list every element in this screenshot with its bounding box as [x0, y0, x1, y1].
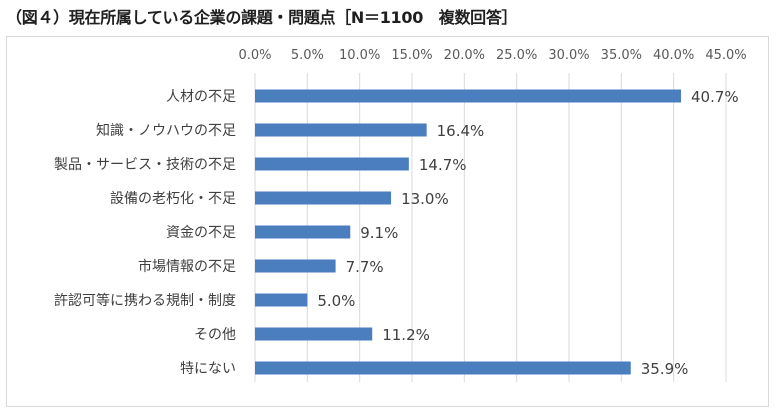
x-tick-label: 0.0% — [238, 48, 271, 63]
bar — [255, 157, 409, 171]
category-label: 設備の老朽化・不足 — [110, 191, 236, 207]
x-tick-label: 20.0% — [444, 48, 485, 63]
category-label: 許認可等に携わる規制・制度 — [54, 292, 236, 309]
x-tick-label: 45.0% — [705, 48, 746, 63]
x-tick-label: 30.0% — [548, 48, 589, 63]
category-label: 人材の不足 — [166, 89, 236, 105]
data-label: 13.0% — [401, 190, 449, 208]
bar — [255, 123, 427, 137]
bar — [255, 293, 308, 307]
x-tick-label: 40.0% — [653, 48, 694, 63]
x-tick-label: 10.0% — [339, 48, 380, 63]
x-tick-label: 25.0% — [496, 48, 537, 63]
bar — [255, 191, 392, 205]
data-label: 7.7% — [346, 258, 384, 276]
category-label: その他 — [194, 327, 236, 343]
data-label: 35.9% — [641, 360, 689, 378]
data-label: 11.2% — [382, 326, 430, 344]
category-label: 特にない — [180, 361, 236, 377]
bar — [255, 327, 373, 341]
data-label: 9.1% — [360, 224, 398, 242]
data-label: 16.4% — [437, 122, 485, 140]
x-tick-label: 5.0% — [291, 48, 324, 63]
x-tick-label: 35.0% — [601, 48, 642, 63]
data-label: 40.7% — [691, 88, 739, 106]
category-label: 資金の不足 — [166, 225, 236, 241]
data-label: 5.0% — [317, 292, 355, 310]
category-label: 製品・サービス・技術の不足 — [54, 157, 236, 173]
chart-title: （図４）現在所属している企業の課題・問題点［N＝1100 複数回答］ — [6, 8, 518, 27]
bar — [255, 259, 336, 273]
chart-frame — [6, 36, 769, 407]
category-label: 市場情報の不足 — [138, 258, 236, 275]
category-label: 知識・ノウハウの不足 — [96, 122, 236, 139]
data-label: 14.7% — [419, 156, 467, 174]
bar — [255, 361, 631, 375]
bar — [255, 225, 351, 239]
x-tick-label: 15.0% — [391, 48, 432, 63]
bar — [255, 89, 681, 103]
